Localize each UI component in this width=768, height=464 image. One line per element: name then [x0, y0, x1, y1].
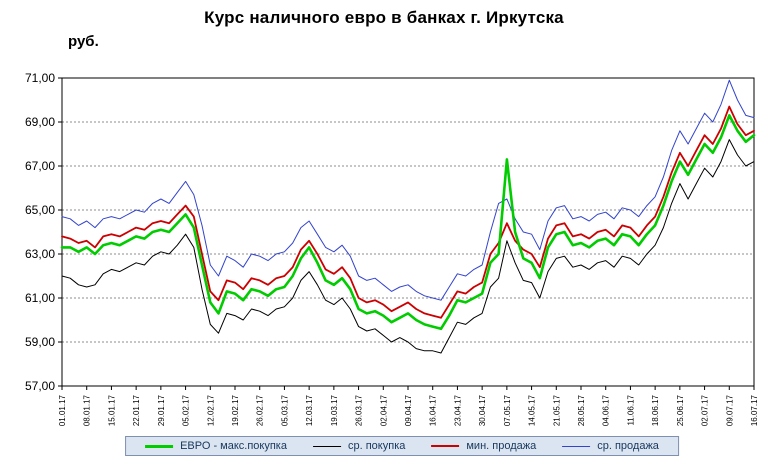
legend-label: ЕВРО - макс.покупка [180, 440, 287, 452]
chart-title: Курс наличного евро в банках г. Иркутска [204, 8, 564, 27]
x-tick-label: 02.07.17 [701, 394, 710, 426]
x-tick-label: 28.05.17 [577, 394, 586, 426]
x-tick-label: 09.07.17 [725, 394, 734, 426]
chart-legend: ЕВРО - макс.покупка ср. покупка мин. прода… [125, 436, 679, 456]
x-tick-label: 12.02.17 [206, 394, 215, 426]
series-line [61, 105, 755, 319]
x-tick-label: 01.01.17 [58, 394, 67, 426]
legend-line-marker [145, 444, 174, 448]
x-tick-label: 14.05.17 [528, 394, 537, 426]
x-tick-label: 15.01.17 [107, 394, 116, 426]
y-tick-label: 65,00 [25, 203, 55, 217]
x-tick-label: 16.07.17 [750, 394, 759, 426]
chart-plot-area: 57,00 59,00 61,00 63,00 65,00 67,00 69,00 71,00… [25, 71, 759, 426]
y-tick-label: 71,00 [25, 71, 55, 85]
y-axis-unit-label: руб. [68, 33, 99, 50]
x-tick-label: 25.06.17 [676, 394, 685, 426]
x-tick-label: 09.04.17 [404, 394, 413, 426]
legend-item: ср. продажа [549, 440, 672, 452]
x-tick-label: 19.02.17 [231, 394, 240, 426]
x-tick-label: 29.01.17 [157, 394, 166, 426]
x-tick-label: 23.04.17 [453, 394, 462, 426]
x-tick-label: 18.06.17 [651, 394, 660, 426]
x-tick-label: 22.01.17 [132, 394, 141, 426]
x-tick-label: 30.04.17 [478, 394, 487, 426]
x-tick-label: 04.06.17 [602, 394, 611, 426]
y-tick-label: 57,00 [25, 379, 55, 393]
x-tick-label: 21.05.17 [552, 394, 561, 426]
legend-label: ср. покупка [347, 440, 406, 452]
x-tick-label: 02.04.17 [379, 394, 388, 426]
x-tick-label: 11.06.17 [626, 394, 635, 425]
legend-item: ср. покупка [300, 440, 418, 452]
series-line [61, 79, 755, 301]
x-tick-label: 08.01.17 [83, 394, 92, 426]
y-tick-label: 61,00 [25, 291, 55, 305]
x-tick-label: 19.03.17 [330, 394, 339, 426]
x-tick-label: 16.04.17 [429, 394, 438, 426]
y-tick-label: 67,00 [25, 159, 55, 173]
x-tick-label: 12.03.17 [305, 394, 314, 426]
series-line [61, 139, 755, 354]
x-tick-label: 05.02.17 [182, 394, 191, 426]
x-tick-label: 26.03.17 [355, 394, 364, 426]
y-tick-label: 69,00 [25, 115, 55, 129]
legend-label: мин. продажа [466, 440, 537, 452]
legend-line-marker [562, 445, 591, 447]
legend-line-marker [312, 445, 341, 447]
legend-item: ЕВРО - макс.покупка [132, 440, 300, 452]
x-tick-label: 26.02.17 [256, 394, 265, 426]
x-tick-label: 07.05.17 [503, 394, 512, 426]
y-tick-label: 59,00 [25, 335, 55, 349]
x-tick-label: 05.03.17 [280, 394, 289, 426]
series-line [60, 114, 756, 331]
y-tick-label: 63,00 [25, 247, 55, 261]
legend-label: ср. продажа [597, 440, 659, 452]
legend-item: мин. продажа [418, 440, 549, 452]
legend-line-marker [431, 445, 460, 447]
